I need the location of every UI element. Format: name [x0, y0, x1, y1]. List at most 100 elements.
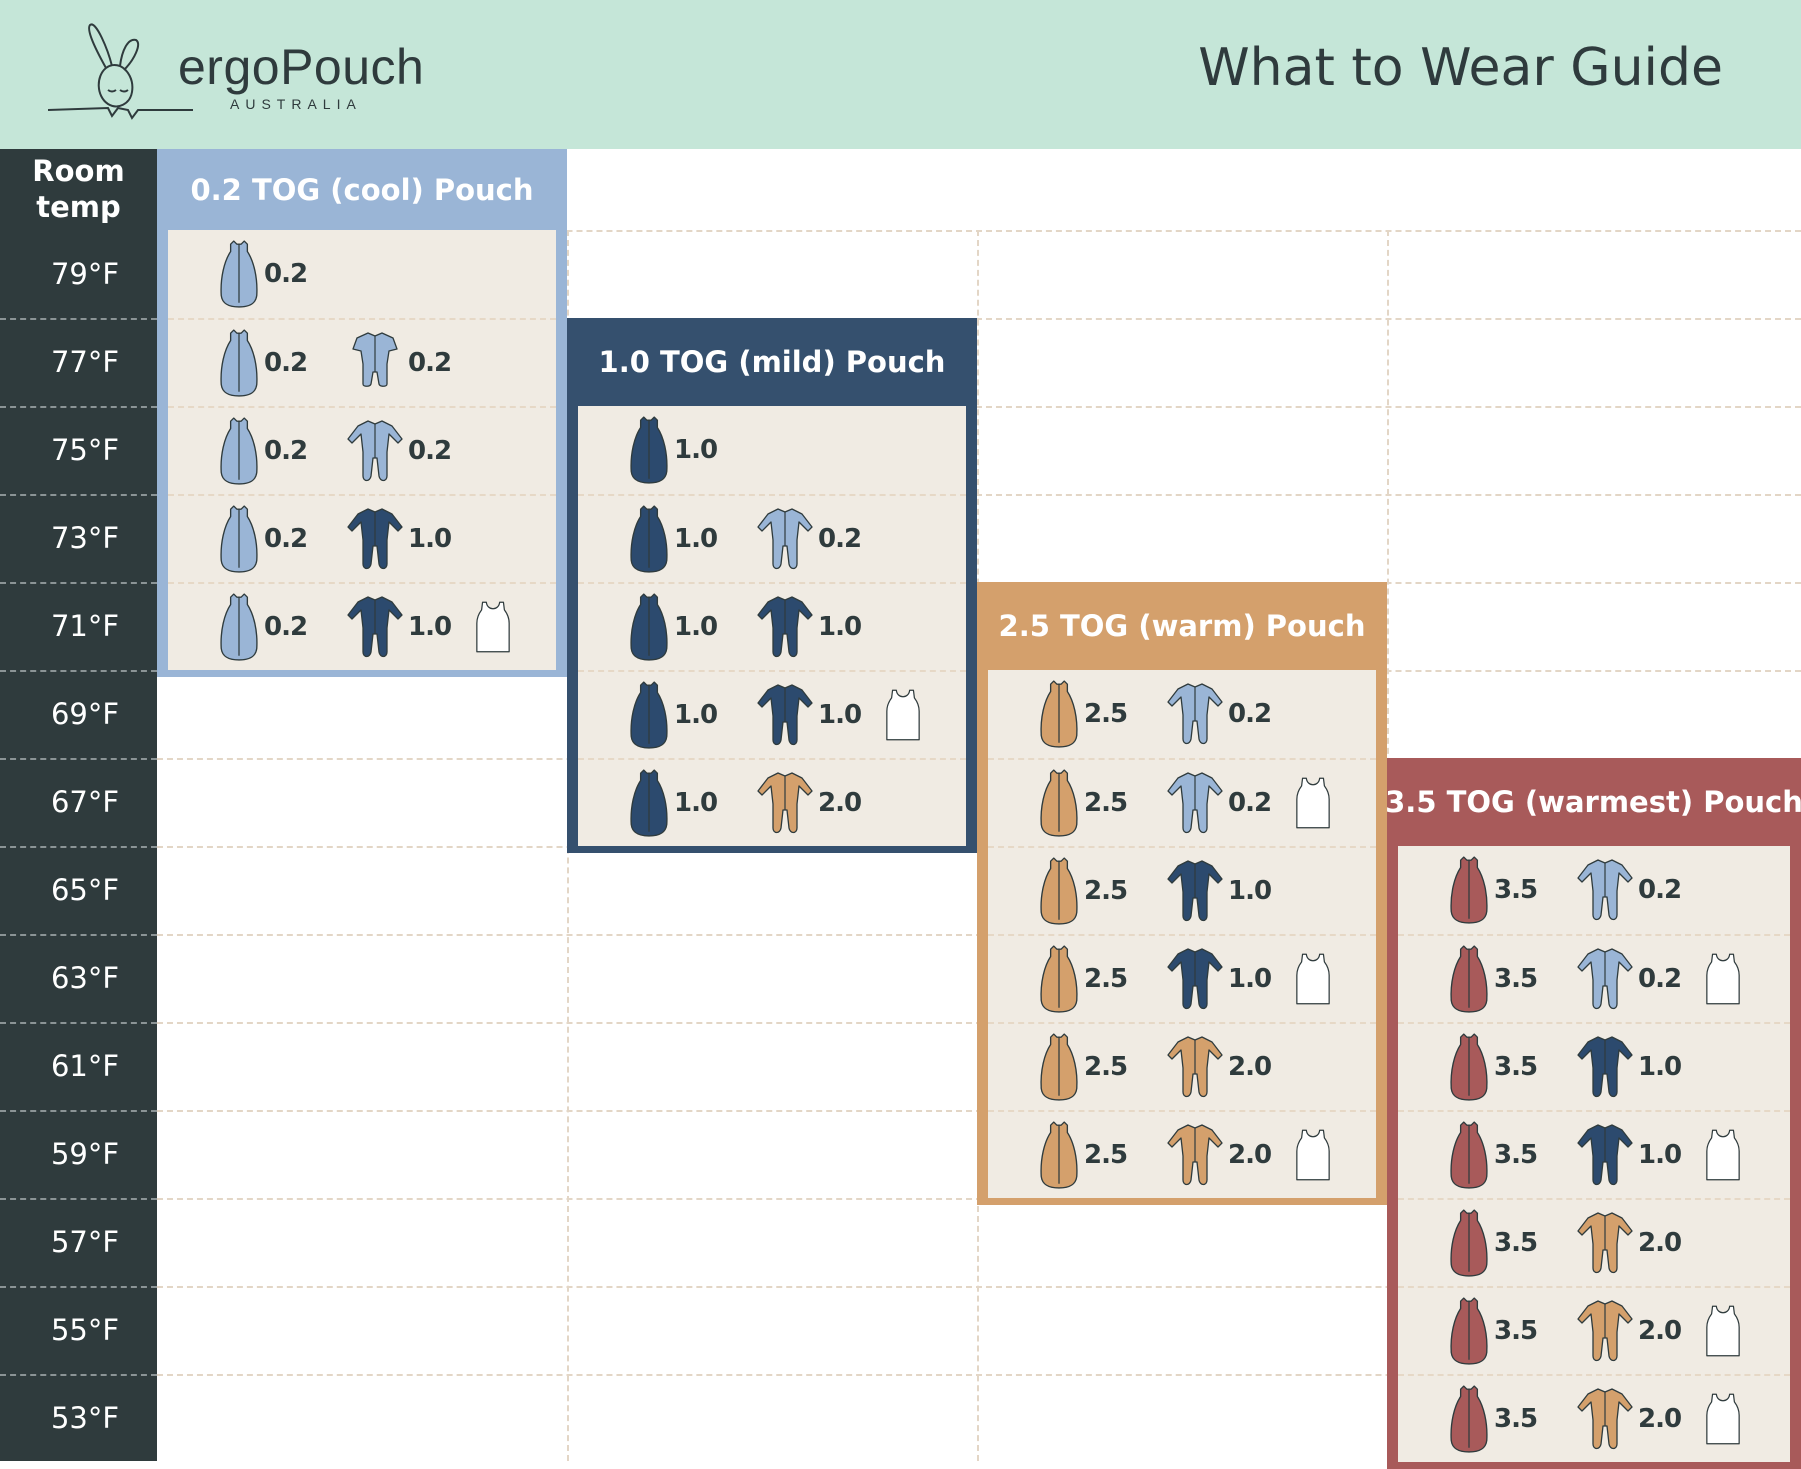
outfit-row: 3.5 2.0: [1398, 1198, 1790, 1286]
sleep-pouch-icon: [218, 240, 260, 309]
tog-value: 1.0: [674, 700, 718, 730]
panel-content: 3.5 0.2 3.5 0.2 3.5 1.0 3.5 1.0 3.5 2.0 3.5 2.0 3.5 2…: [1398, 846, 1790, 1462]
sleep-pouch-icon: [218, 593, 260, 662]
outfit-row: 0.2 1.0: [168, 494, 556, 582]
kangaroo-logo-icon: [48, 23, 193, 120]
sleep-pouch-icon: [1038, 945, 1080, 1014]
tog-value: 1.0: [1228, 876, 1272, 906]
outfit-item: 3.5: [1448, 856, 1576, 925]
outfit-item: 1.0: [1166, 858, 1294, 924]
sleep-pouch-icon: [1448, 1209, 1490, 1278]
temp-divider: [0, 1374, 157, 1376]
long-sleeve-suit-icon: [346, 594, 404, 660]
long-sleeve-suit-icon: [1166, 770, 1224, 836]
outfit-item: 1.0: [628, 505, 756, 574]
outfit-item: 1.0: [1576, 1034, 1704, 1100]
temp-divider: [0, 406, 157, 408]
tog-value: 1.0: [818, 700, 862, 730]
room-temp-heading: Room temp: [32, 154, 125, 224]
tog-value: 0.2: [1638, 964, 1682, 994]
outfit-item: 0.2: [218, 240, 346, 309]
outfit-item: 0.2: [756, 506, 884, 572]
sleep-pouch-icon: [1448, 1121, 1490, 1190]
singlet-icon: [884, 686, 922, 744]
temp-divider: [0, 494, 157, 496]
tog-value: 2.5: [1084, 699, 1128, 729]
outfit-item: 3.5: [1448, 1033, 1576, 1102]
temp-label: 61°F: [50, 1049, 120, 1083]
long-sleeve-suit-icon: [1576, 1386, 1634, 1452]
tog-value: 2.0: [1638, 1404, 1682, 1434]
temp-divider: [0, 1022, 157, 1024]
tog-value: 0.2: [1638, 875, 1682, 905]
tog-value: 3.5: [1494, 1316, 1538, 1346]
tog-value: 3.5: [1494, 964, 1538, 994]
room-temp-column: [0, 149, 157, 1461]
outfit-item: 0.2: [218, 417, 346, 486]
sleep-pouch-icon: [1448, 1033, 1490, 1102]
outfit-row: 2.5 0.2: [988, 670, 1376, 758]
sleep-pouch-icon: [1448, 1385, 1490, 1454]
sleep-pouch-icon: [1038, 1121, 1080, 1190]
long-sleeve-suit-icon: [1576, 857, 1634, 923]
outfit-item: [1704, 1390, 1801, 1448]
outfit-item: 3.5: [1448, 1121, 1576, 1190]
short-sleeve-suit-icon: [346, 330, 404, 396]
outfit-item: 3.5: [1448, 945, 1576, 1014]
outfit-item: 2.5: [1038, 680, 1166, 749]
tog-value: 3.5: [1494, 875, 1538, 905]
tog-value: 0.2: [264, 524, 308, 554]
outfit-item: 0.2: [346, 330, 474, 396]
outfit-item: 2.0: [1166, 1122, 1294, 1188]
sleep-pouch-icon: [218, 417, 260, 486]
long-sleeve-suit-icon: [1576, 1298, 1634, 1364]
outfit-item: 2.5: [1038, 1033, 1166, 1102]
temp-label: 55°F: [50, 1313, 120, 1347]
tog-value: 2.0: [1228, 1140, 1272, 1170]
singlet-icon: [1704, 1302, 1742, 1360]
ergopouch-logo: ergoPouch AUSTRALIA: [48, 20, 448, 125]
long-sleeve-suit-icon: [1576, 1210, 1634, 1276]
panel-title: 0.2 TOG (cool) Pouch: [190, 172, 534, 207]
logo-subtitle: AUSTRALIA: [230, 96, 362, 112]
outfit-item: 2.5: [1038, 769, 1166, 838]
logo-wordmark: ergoPouch: [178, 39, 425, 95]
pouch-panel: 2.5 TOG (warm) Pouch 2.5 0.2 2.5 0.2 2.5 1.0 2.…: [977, 582, 1387, 1205]
temp-divider: [0, 846, 157, 848]
row-divider: [157, 406, 1801, 408]
tog-value: 0.2: [408, 436, 452, 466]
outfit-item: 3.5: [1448, 1385, 1576, 1454]
sleep-pouch-icon: [218, 329, 260, 398]
tog-value: 3.5: [1494, 1228, 1538, 1258]
tog-value: 1.0: [1638, 1140, 1682, 1170]
row-divider: [157, 1374, 1801, 1376]
outfit-row: 0.2 0.2: [168, 406, 556, 494]
sleep-pouch-icon: [218, 505, 260, 574]
outfit-item: 2.5: [1038, 1121, 1166, 1190]
outfit-item: 3.5: [1448, 1209, 1576, 1278]
outfit-item: [1704, 950, 1801, 1008]
sleep-pouch-icon: [628, 681, 670, 750]
sleep-pouch-icon: [628, 505, 670, 574]
outfit-item: 0.2: [1166, 681, 1294, 747]
outfit-item: 1.0: [346, 594, 474, 660]
tog-value: 1.0: [818, 612, 862, 642]
outfit-item: 1.0: [628, 681, 756, 750]
temp-divider: [0, 670, 157, 672]
outfit-item: 1.0: [756, 682, 884, 748]
temp-label: 57°F: [50, 1225, 120, 1259]
panel-content: 0.2 0.2 0.2 0.2 0.2 0.2 1.0 0.2 1.0: [168, 230, 556, 670]
outfit-item: 0.2: [1166, 770, 1294, 836]
tog-value: 3.5: [1494, 1404, 1538, 1434]
singlet-icon: [1704, 1390, 1742, 1448]
long-sleeve-suit-icon: [756, 682, 814, 748]
panel-title: 2.5 TOG (warm) Pouch: [998, 609, 1366, 643]
tog-value: 1.0: [1638, 1052, 1682, 1082]
temp-label: 69°F: [50, 697, 120, 731]
outfit-row: 3.5 0.2: [1398, 934, 1790, 1022]
tog-value: 1.0: [674, 788, 718, 818]
tog-value: 2.0: [1228, 1052, 1272, 1082]
outfit-item: 2.0: [1166, 1034, 1294, 1100]
long-sleeve-suit-icon: [1166, 1034, 1224, 1100]
row-divider: [157, 494, 1801, 496]
